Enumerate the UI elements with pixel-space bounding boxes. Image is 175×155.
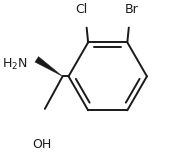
Text: OH: OH [32, 138, 51, 151]
Polygon shape [35, 57, 63, 76]
Text: Cl: Cl [75, 3, 87, 16]
Text: Br: Br [124, 3, 138, 16]
Text: H$_2$N: H$_2$N [2, 57, 27, 72]
